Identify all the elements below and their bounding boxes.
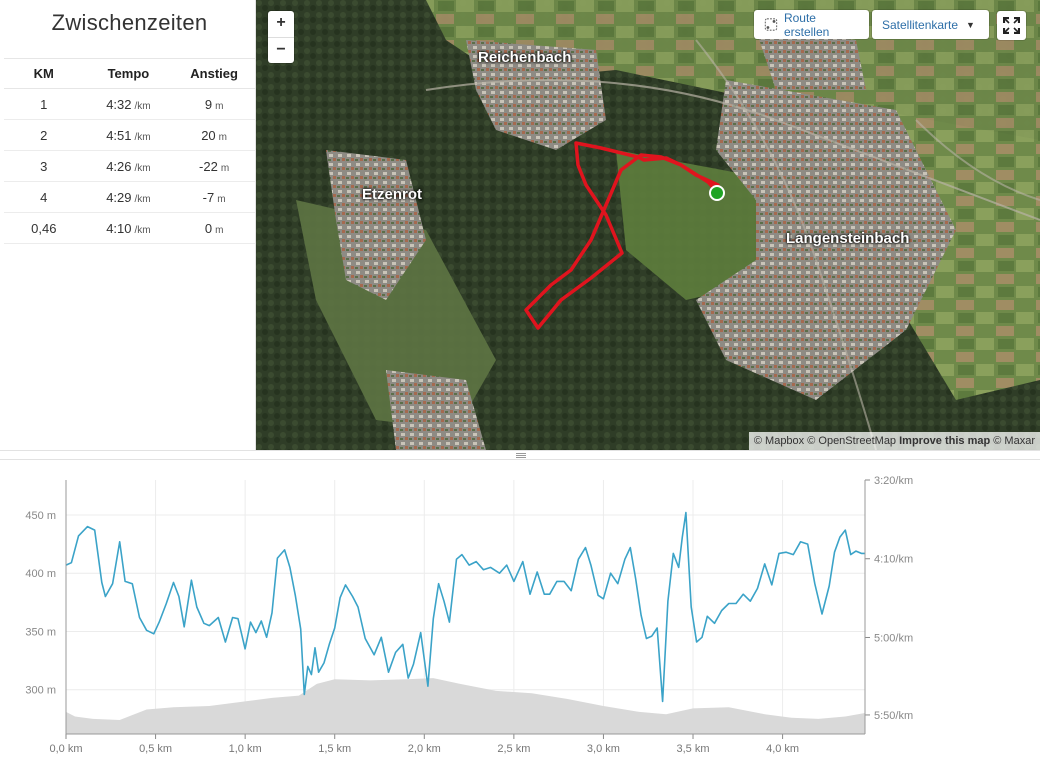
header-km: KM (4, 58, 84, 89)
split-pace: 4:10/km (83, 212, 174, 244)
y-right-tick-label: 5:00/km (874, 632, 913, 644)
x-tick-label: 3,0 km (587, 743, 620, 755)
place-label-etzenrot: Etzenrot (362, 186, 422, 203)
split-km: 0,46 (4, 212, 84, 244)
splits-header-row: KM Tempo Anstieg (4, 58, 255, 89)
attribution-improve-link[interactable]: Improve this map (899, 435, 991, 447)
split-elevation: 20 m (173, 119, 255, 151)
elevation-area (66, 678, 865, 734)
map-type-label: Satellitenkarte (882, 17, 959, 32)
map-attribution: © Mapbox © OpenStreetMap Improve this ma… (748, 432, 1040, 450)
y-left-tick-label: 350 m (25, 626, 56, 638)
drag-handle-icon (516, 453, 526, 458)
split-elevation: -22 m (173, 150, 255, 182)
split-pace: 4:29/km (83, 181, 174, 213)
map-imagery (256, 0, 1040, 450)
split-elevation: -7 m (173, 181, 255, 213)
chart-svg: 0,0 km 0,5 km 1,0 km 1,5 km 2,0 km 2,5 km 3,0 … (25, 475, 913, 755)
panel-resize-handle[interactable] (0, 450, 1040, 460)
split-pace: 4:51/km (83, 119, 174, 151)
map-type-dropdown[interactable]: Satellitenkarte ▼ (872, 10, 989, 39)
split-row: 2 4:51/km 20 m (4, 119, 255, 151)
y-right-tick-label: 4:10/km (874, 554, 913, 566)
place-label-langensteinbach: Langensteinbach (786, 230, 910, 247)
place-label-reichenbach: Reichenbach (478, 49, 572, 66)
attribution-maxar[interactable]: © Maxar (993, 435, 1035, 447)
attribution-osm[interactable]: © OpenStreetMap (807, 435, 897, 447)
chevron-down-icon: ▼ (966, 19, 975, 30)
split-pace: 4:26/km (83, 150, 174, 182)
splits-panel: Zwischenzeiten KM Tempo Anstieg 1 4:32/k… (4, 0, 256, 450)
elevation-pace-chart[interactable]: 0,0 km 0,5 km 1,0 km 1,5 km 2,0 km 2,5 km 3,0 … (4, 460, 1040, 778)
route-overlay (524, 141, 725, 330)
satellite-map[interactable]: + − Route erstellen Satellitenkarte ▼ Re… (256, 0, 1040, 450)
y-left-tick-label: 450 m (25, 510, 56, 522)
x-tick-label: 3,5 km (677, 743, 710, 755)
split-pace: 4:32/km (83, 88, 174, 120)
route-path (524, 141, 720, 330)
x-tick-label: 0,5 km (139, 743, 172, 755)
split-row: 3 4:26/km -22 m (4, 150, 255, 182)
route-icon (764, 18, 778, 31)
y-left-tick-label: 300 m (25, 685, 56, 697)
x-tick-label: 1,5 km (318, 743, 351, 755)
zoom-out-button[interactable]: − (268, 37, 294, 63)
fullscreen-button[interactable] (997, 11, 1026, 40)
zoom-control: + − (268, 11, 294, 63)
y-right-tick-label: 5:50/km (874, 710, 913, 722)
x-tick-label: 2,5 km (497, 743, 530, 755)
x-tick-label: 2,0 km (408, 743, 441, 755)
header-pace: Tempo (83, 58, 174, 89)
x-tick-label: 1,0 km (229, 743, 262, 755)
start-marker[interactable] (709, 185, 725, 201)
split-km: 2 (4, 119, 84, 151)
split-km: 3 (4, 150, 84, 182)
splits-title: Zwischenzeiten (51, 10, 208, 35)
header-elevation: Anstieg (173, 58, 255, 89)
attribution-mapbox[interactable]: © Mapbox (753, 435, 805, 447)
y-right-tick-label: 3:20/km (874, 475, 913, 487)
zoom-in-button[interactable]: + (276, 14, 286, 31)
split-km: 4 (4, 181, 84, 213)
pace-line (65, 511, 865, 703)
x-tick-label: 0,0 km (49, 743, 82, 755)
y-left-tick-label: 400 m (25, 568, 56, 580)
create-route-label: Route erstellen (783, 10, 830, 39)
split-row: 4 4:29/km -7 m (4, 181, 255, 213)
fullscreen-icon (1003, 17, 1020, 34)
create-route-button[interactable]: Route erstellen (754, 10, 869, 39)
split-km: 1 (4, 88, 84, 120)
x-tick-label: 4,0 km (766, 743, 799, 755)
